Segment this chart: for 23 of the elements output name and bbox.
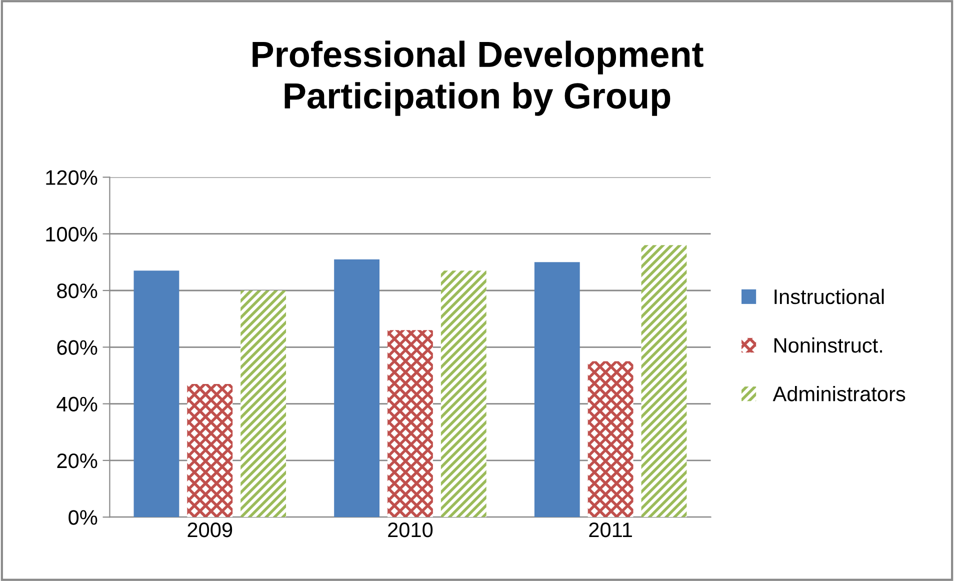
bar — [388, 330, 433, 518]
y-tick-label: 120% — [46, 170, 98, 185]
chart-title: Professional Development Participation by Group — [252, 40, 704, 116]
x-tick-label: 2010 — [388, 522, 433, 538]
y-tick-label: 80% — [57, 284, 98, 298]
legend-label: Instructional — [774, 288, 884, 304]
bar — [641, 245, 687, 518]
legend-label: Noninstruct. — [774, 337, 882, 353]
legend-label: Administrators — [772, 386, 906, 402]
bar — [588, 361, 634, 518]
bar — [534, 262, 580, 518]
bar — [187, 384, 233, 518]
bar — [334, 259, 380, 518]
y-tick-label: 20% — [57, 453, 98, 468]
y-tick-label: 0% — [68, 510, 98, 525]
x-tick-label: 2011 — [589, 522, 632, 538]
y-tick-label: 40% — [56, 396, 98, 412]
x-tick-label: 2009 — [188, 522, 232, 538]
bar — [240, 290, 286, 518]
bar — [134, 270, 180, 518]
y-tick-label: 60% — [57, 340, 98, 355]
y-tick-label: 100% — [46, 226, 98, 242]
bar — [440, 270, 486, 518]
